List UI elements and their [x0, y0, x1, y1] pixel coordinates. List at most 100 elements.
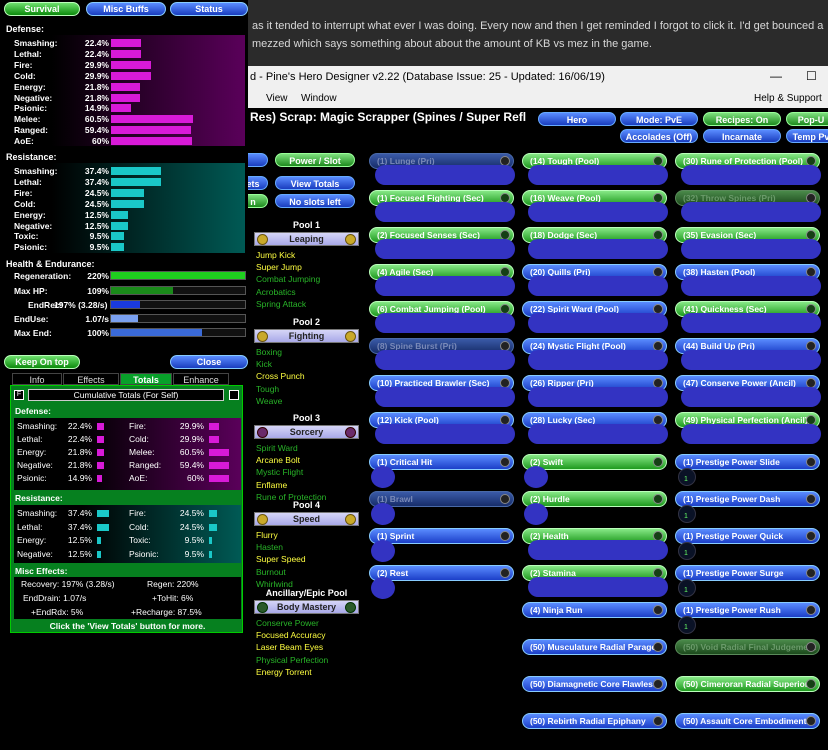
pool-power[interactable]: Arcane Bolt — [256, 455, 300, 466]
no-slots-left-button[interactable]: No slots left — [275, 194, 355, 208]
window-titlebar[interactable]: d - Pine's Hero Designer v2.22 (Database… — [248, 66, 828, 88]
pool-power[interactable]: Spirit Ward — [256, 443, 298, 453]
tab-info[interactable]: Info — [12, 373, 62, 385]
view-totals-button[interactable]: View Totals — [275, 176, 355, 190]
power-slot-button[interactable]: Power / Slot — [275, 153, 355, 167]
power-slot[interactable]: (1) Prestige Power Rush — [675, 602, 820, 618]
f-toggle[interactable]: F — [14, 390, 24, 400]
recipes-button[interactable]: Recipes: On — [703, 112, 781, 126]
pool-icon — [257, 234, 268, 245]
menu-view[interactable]: View — [266, 93, 288, 104]
close-button[interactable]: Close — [170, 355, 248, 369]
pool-power[interactable]: Hasten — [256, 542, 283, 553]
pool-header[interactable]: Ancillary/Epic Pool — [265, 588, 348, 598]
popup-button[interactable]: Pop-U — [786, 112, 828, 126]
maximize-icon[interactable]: ☐ — [806, 69, 817, 83]
pool-power[interactable]: Rune of Protection — [256, 491, 327, 502]
redacted-slot-area — [375, 239, 515, 259]
power-slot-label: (1) Sprint — [377, 531, 415, 541]
power-slot[interactable]: (50) Cimeroran Radial Superior — [675, 676, 820, 692]
pool-header[interactable]: Pool 3 — [292, 413, 320, 423]
redacted-slot-area — [681, 239, 821, 259]
power-slot-label: (10) Practiced Brawler (Sec) — [377, 378, 490, 388]
power-slot[interactable]: (1) Prestige Power Dash — [675, 491, 820, 507]
tab-survival[interactable]: Survival — [4, 2, 80, 16]
stat-bar — [111, 210, 128, 219]
pool-power[interactable]: Focused Accuracy — [256, 630, 326, 641]
pool-power[interactable]: Tough — [256, 383, 280, 394]
stat-row: Cold: 24.5% — [14, 199, 244, 209]
pool-power[interactable]: Whirlwind — [256, 578, 293, 589]
menu-window[interactable]: Window — [301, 93, 337, 104]
mode-button[interactable]: Mode: PvE — [620, 112, 698, 126]
power-slot[interactable]: (50) Void Radial Final Judgement — [675, 639, 820, 655]
redacted-slot-area — [528, 239, 668, 259]
pool-power[interactable]: Boxing — [256, 347, 282, 357]
pool-header[interactable]: Pool 2 — [292, 317, 320, 327]
power-slot[interactable]: (1) Prestige Power Quick — [675, 528, 820, 544]
power-slot[interactable]: (50) Assault Core Embodiment — [675, 713, 820, 729]
power-slot[interactable]: (1) Prestige Power Slide — [675, 454, 820, 470]
tab-status[interactable]: Status — [170, 2, 248, 16]
tab-misc-buffs[interactable]: Misc Buffs — [86, 2, 166, 16]
keep-on-top-button[interactable]: Keep On top — [4, 355, 80, 369]
power-slot[interactable]: (50) Diamagnetic Core Flawless — [522, 676, 667, 692]
power-slot[interactable]: (2) Hurdle — [522, 491, 667, 507]
slot-knob — [806, 494, 816, 504]
tab-totals[interactable]: Totals — [120, 373, 172, 385]
menu-help-support[interactable]: Help & Support — [754, 93, 822, 104]
minimize-icon[interactable]: — — [770, 69, 782, 83]
pool-power[interactable]: Cross Punch — [256, 371, 305, 382]
pool-power[interactable]: Spring Attack — [256, 298, 307, 309]
pool-power[interactable]: Laser Beam Eyes — [256, 642, 324, 653]
enhancement-slot[interactable]: 1 — [678, 616, 696, 634]
pool-selector-3[interactable]: Sorcery — [254, 425, 359, 439]
pool-header[interactable]: Pool 1 — [292, 220, 320, 230]
popout-icon[interactable] — [229, 390, 239, 400]
stat-value: 21.8% — [84, 81, 109, 92]
total-row: Smashing: 37.4% — [17, 508, 92, 518]
pool-selector-4[interactable]: Speed — [254, 512, 359, 526]
pool-power[interactable]: Flurry — [256, 530, 278, 540]
power-slot[interactable]: (2) Swift — [522, 454, 667, 470]
enhancement-slot[interactable]: 1 — [678, 505, 696, 523]
pool-power[interactable]: Jump Kick — [256, 250, 296, 260]
power-slot[interactable]: (1) Critical Hit — [369, 454, 514, 470]
tab-enhance[interactable]: Enhance — [173, 373, 229, 385]
power-slot[interactable]: (4) Ninja Run — [522, 602, 667, 618]
pool-power[interactable]: Combat Jumping — [256, 274, 321, 285]
pool-power[interactable]: Acrobatics — [256, 286, 296, 297]
pool-power[interactable]: Super Jump — [256, 262, 302, 273]
total-label: Cold: — [129, 434, 149, 444]
stat-row: Negative: 21.8% — [14, 93, 244, 103]
tab-effects[interactable]: Effects — [63, 373, 119, 385]
pool-power[interactable]: Physical Perfection — [256, 654, 329, 665]
power-slot[interactable]: (50) Rebirth Radial Epiphany — [522, 713, 667, 729]
power-slot[interactable]: (1) Prestige Power Surge — [675, 565, 820, 581]
pool-selector-1[interactable]: Leaping — [254, 232, 359, 246]
pool-header[interactable]: Pool 4 — [292, 500, 320, 510]
enhancement-slot[interactable]: 1 — [678, 579, 696, 597]
power-slot[interactable]: (1) Sprint — [369, 528, 514, 544]
temp-powers-button[interactable]: Temp Pv — [786, 129, 828, 143]
enhancement-slot[interactable]: 1 — [678, 542, 696, 560]
pool-power[interactable]: Conserve Power — [256, 618, 319, 628]
power-slot-label: (16) Weave (Pool) — [530, 193, 601, 203]
slot-knob — [806, 642, 816, 652]
pool-selector-2[interactable]: Fighting — [254, 329, 359, 343]
power-slot[interactable]: (50) Musculature Radial Paragon — [522, 639, 667, 655]
pool-selector-5[interactable]: Body Mastery — [254, 600, 359, 614]
pool-power[interactable]: Super Speed — [256, 554, 306, 565]
pool-power[interactable]: Burnout — [256, 566, 286, 577]
enhancement-slot[interactable]: 1 — [678, 468, 696, 486]
pool-power[interactable]: Enflame — [256, 479, 288, 490]
incarnate-button[interactable]: Incarnate — [703, 129, 781, 143]
power-slot[interactable]: (1) Brawl — [369, 491, 514, 507]
pool-power[interactable]: Energy Torrent — [256, 666, 312, 677]
pool-power[interactable]: Weave — [256, 395, 283, 406]
power-slot[interactable]: (2) Rest — [369, 565, 514, 581]
hero-button[interactable]: Hero — [538, 112, 616, 126]
pool-power[interactable]: Kick — [256, 359, 273, 370]
accolades-button[interactable]: Accolades (Off) — [620, 129, 698, 143]
pool-power[interactable]: Mystic Flight — [256, 467, 304, 478]
